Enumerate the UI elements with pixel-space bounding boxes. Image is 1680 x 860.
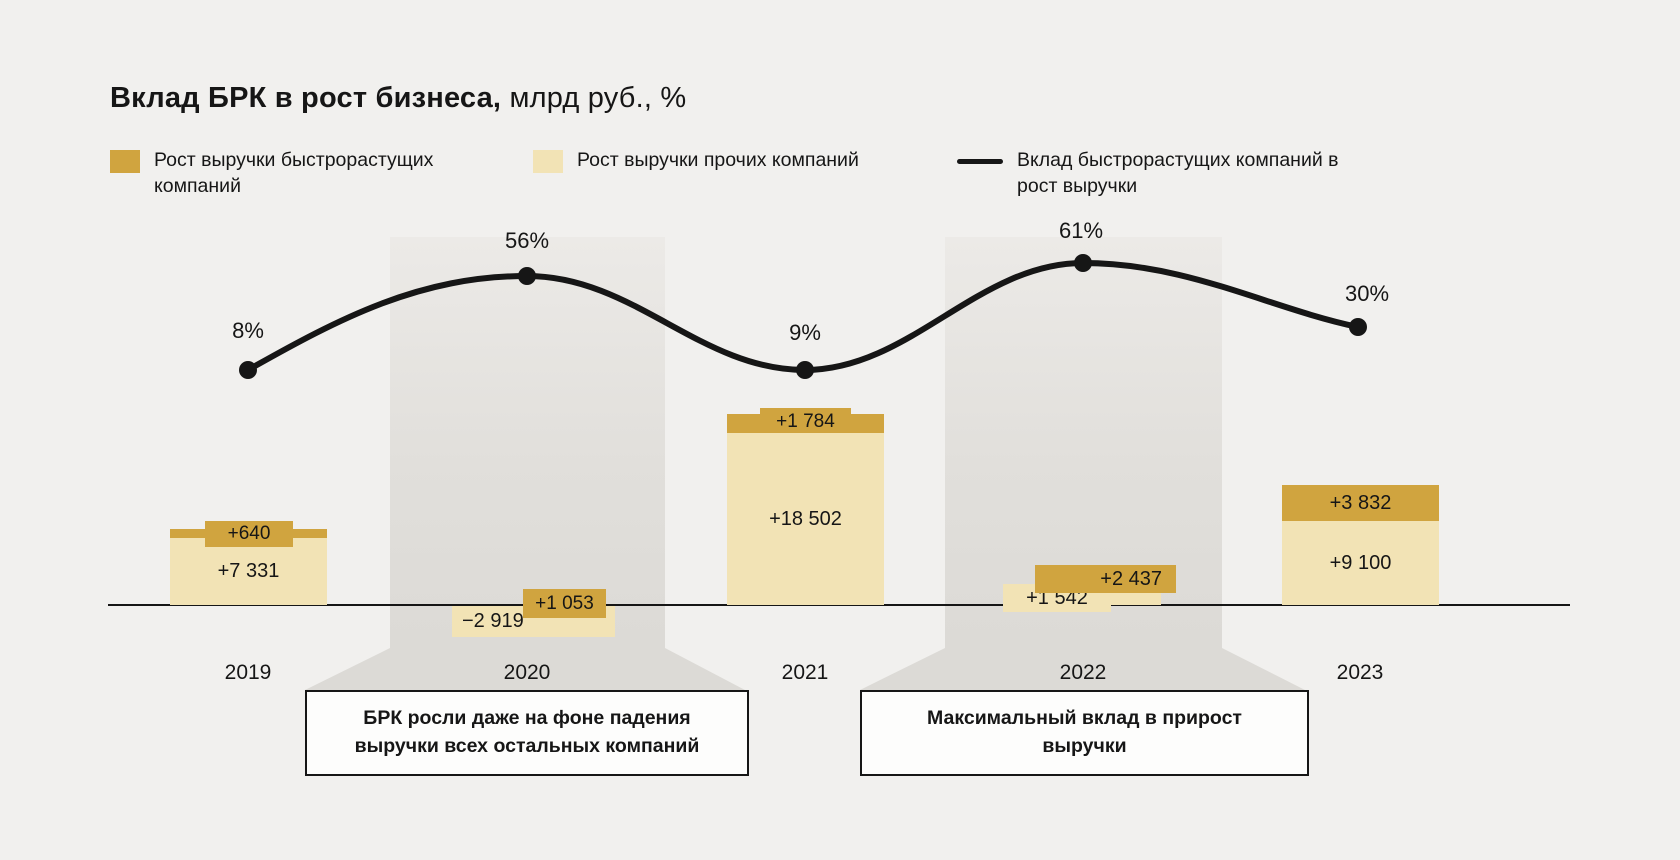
callout-2020: БРК росли даже на фоне падения выручки в… [305, 690, 749, 776]
bar-2020-fast-label-chip: +1 053 [523, 589, 606, 618]
highlight-band-2020 [390, 237, 665, 648]
bar-2021-fast-label-chip: +1 784 [760, 408, 851, 436]
year-label-2020: 2020 [503, 661, 551, 684]
bar-2022-fast: +2 437 [1035, 565, 1176, 593]
bar-value: +640 [227, 523, 271, 544]
bar-2019-fast-label-chip: +640 [205, 521, 293, 547]
year-label-2022: 2022 [1059, 661, 1107, 684]
bar-value: −2 919 [462, 610, 524, 632]
bar-value: +9 100 [1329, 551, 1392, 574]
page-title-bold: Вклад БРК в рост бизнеса, [110, 82, 502, 114]
legend-label: Вклад быстрорастущих компаний в рост выр… [1017, 149, 1339, 197]
line-point-2021 [796, 361, 814, 379]
bar-2019-other: +7 331 [170, 538, 327, 605]
callout-text: Максимальный вклад в прирост выручки [927, 707, 1242, 757]
x-axis-baseline [108, 604, 1570, 606]
page-title-units: млрд руб., % [501, 82, 687, 114]
bar-value: +18 502 [769, 507, 842, 530]
legend-label: Рост выручки прочих компаний [577, 149, 859, 171]
page-title: Вклад БРК в рост бизнеса, млрд руб., % [110, 82, 686, 115]
pct-label-2020: 56% [504, 228, 550, 253]
callout-text: БРК росли даже на фоне падения выручки в… [354, 707, 700, 757]
callout-2022: Максимальный вклад в прирост выручки [860, 690, 1309, 776]
highlight-funnel-2022 [860, 648, 1305, 690]
legend-item-contribution-line: Вклад быстрорастущих компаний в рост выр… [957, 148, 1397, 199]
black-line-swatch-icon [957, 159, 1003, 164]
year-label-2021: 2021 [781, 661, 829, 684]
legend-label: Рост выручки быстрорастущих компаний [154, 149, 434, 197]
pct-label-2021: 9% [789, 320, 821, 345]
legend-item-other-companies: Рост выручки прочих компаний [533, 148, 953, 174]
year-label-2023: 2023 [1336, 661, 1384, 684]
highlight-funnel-2020 [305, 648, 745, 690]
bar-value: +3 832 [1329, 491, 1392, 514]
bar-value: +1 784 [776, 411, 835, 432]
bar-value: +7 331 [217, 560, 280, 582]
legend-item-fast-growing: Рост выручки быстрорастущих компаний [110, 148, 455, 199]
line-point-2019 [239, 361, 257, 379]
cream-square-swatch-icon [533, 150, 563, 173]
bar-2021-other: +18 502 [727, 433, 884, 605]
pct-label-2022: 61% [1058, 218, 1104, 243]
gold-square-swatch-icon [110, 150, 140, 173]
year-label-2019: 2019 [224, 661, 272, 684]
bar-value: +1 053 [535, 592, 594, 614]
line-point-2023 [1349, 318, 1367, 336]
pct-label-2023: 30% [1344, 281, 1390, 306]
bar-2023-other: +9 100 [1282, 521, 1439, 605]
bar-2023-fast: +3 832 [1282, 485, 1439, 521]
bar-value: +2 437 [1100, 567, 1162, 590]
pct-label-2019: 8% [232, 318, 264, 343]
